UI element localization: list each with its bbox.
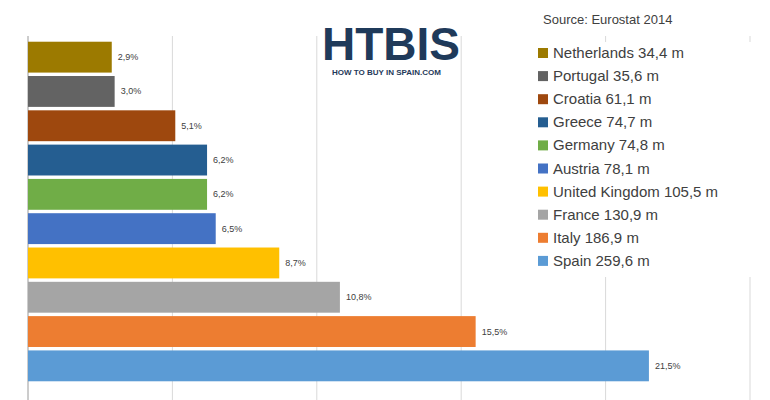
bar (28, 145, 207, 176)
bar (28, 316, 476, 347)
legend-label: Spain 259,6 m (553, 252, 650, 269)
legend-label: Portugal 35,6 m (553, 67, 659, 84)
data-label: 21,5% (655, 361, 681, 371)
data-label: 3,0% (121, 86, 142, 96)
legend-swatch (538, 210, 548, 220)
legend-swatch (538, 94, 548, 104)
chart: 2,9% 3,0% 5,1% 6,2% 6,2% 6,5% 8,7% 10,8% 15,5% 21… (0, 0, 770, 400)
logo-tagline: HOW TO BUY IN SPAIN.COM (332, 68, 441, 77)
subtitle: Source: Eurostat 2014 (543, 12, 672, 27)
bar (28, 76, 115, 107)
bar (28, 248, 279, 279)
data-label: 8,7% (285, 258, 306, 268)
bar (28, 213, 216, 244)
legend-label: Croatia 61,1 m (553, 90, 651, 107)
legend-label: Netherlands 34,4 m (553, 44, 684, 61)
legend-label: United Kingdom 105,5 m (553, 183, 718, 200)
data-label: 10,8% (346, 292, 372, 302)
legend-label: Germany 74,8 m (553, 136, 665, 153)
legend-swatch (538, 48, 548, 58)
data-label: 15,5% (482, 327, 508, 337)
legend-swatch (538, 140, 548, 150)
logo-text: HTBIS (322, 18, 460, 70)
legend-label: France 130,9 m (553, 206, 658, 223)
legend-swatch (538, 233, 548, 243)
bar (28, 42, 112, 73)
legend-swatch (538, 256, 548, 266)
data-label: 6,5% (222, 224, 243, 234)
bar (28, 179, 207, 210)
data-label: 6,2% (213, 155, 234, 165)
bar (28, 282, 340, 313)
legend-swatch (538, 187, 548, 197)
legend-swatch (538, 164, 548, 174)
bar (28, 350, 649, 381)
legend-label: Italy 186,9 m (553, 229, 639, 246)
legend-label: Austria 78,1 m (553, 160, 650, 177)
legend-label: Greece 74,7 m (553, 113, 652, 130)
data-label: 6,2% (213, 189, 234, 199)
legend-swatch (538, 117, 548, 127)
data-label: 5,1% (181, 121, 202, 131)
legend-swatch (538, 71, 548, 81)
legend-background (532, 42, 768, 277)
data-label: 2,9% (118, 52, 139, 62)
bar (28, 110, 175, 141)
